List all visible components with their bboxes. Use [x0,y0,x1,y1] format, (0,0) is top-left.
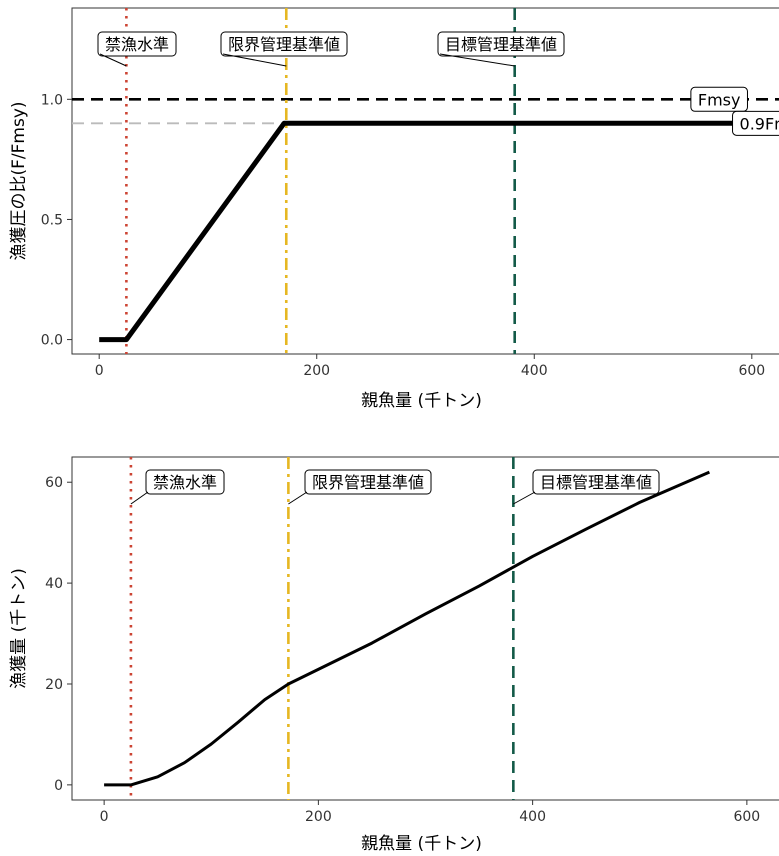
annotation-box [732,110,779,136]
annotation-text: 目標管理基準値 [445,35,557,54]
y-tick-label: 40 [45,576,63,592]
series-line [104,470,710,787]
annotation-text: Fmsy [698,90,741,109]
annotation-box [532,469,660,495]
y-tick-label: 1.0 [41,92,63,108]
annotation-text: 0.9Fmsy [740,114,779,133]
annotation-text: 限界管理基準値 [228,35,340,54]
series-line [99,120,752,343]
annotation-box [97,31,177,57]
x-axis-title: 親魚量 (千トン) [361,391,482,411]
annotation-label: 目標管理基準値 [513,469,660,505]
annotation-connector [288,491,308,505]
annotation-box [304,469,432,495]
annotation-label: 目標管理基準値 [437,31,565,67]
plot-border [71,456,779,801]
annotation-text: 限界管理基準値 [312,473,424,492]
annotation-connector [130,491,149,505]
annotation-label: 禁漁水準 [97,31,177,67]
annotation-connector [99,53,127,67]
x-tick-label: 0 [100,809,109,825]
annotation-text: 禁漁水準 [105,35,169,54]
x-tick-label: 400 [521,363,548,379]
x-tick-label: 200 [303,363,330,379]
annotation-label: 限界管理基準値 [288,469,432,505]
y-axis-title: 漁獲量 (千トン) [9,568,29,689]
annotation-connector [439,53,515,67]
annotation-box [437,31,565,57]
x-tick-label: 600 [733,809,760,825]
annotation-label: 0.9Fmsy [732,110,779,136]
y-tick-label: 0 [54,778,63,794]
chart-panel-1: 0 200 400 600 0.0 0.5 1.0 Fmsy 0.9Fmsy 禁漁水準 限界管理基準… [9,7,779,411]
y-tick-label: 20 [45,677,63,693]
annotation-box [145,469,225,495]
annotation-text: 目標管理基準値 [540,473,652,492]
annotation-box [690,86,748,112]
annotation-label: 禁漁水準 [130,469,225,505]
annotation-label: 限界管理基準値 [220,31,348,67]
x-tick-label: 200 [305,809,332,825]
x-tick-label: 400 [519,809,546,825]
y-tick-label: 0.5 [41,212,63,228]
x-tick-label: 0 [95,363,104,379]
x-tick-label: 600 [738,363,765,379]
x-axis-title: 親魚量 (千トン) [361,834,482,854]
annotation-connector [513,491,536,505]
plot-border [71,7,779,355]
annotation-text: 禁漁水準 [153,473,217,492]
annotation-label: Fmsy [690,86,748,112]
annotation-box [220,31,348,57]
y-tick-label: 0.0 [41,333,63,349]
annotation-connector [222,53,287,67]
y-tick-label: 60 [45,475,63,491]
y-axis-title: 漁獲圧の比(F/Fmsy) [9,101,29,260]
